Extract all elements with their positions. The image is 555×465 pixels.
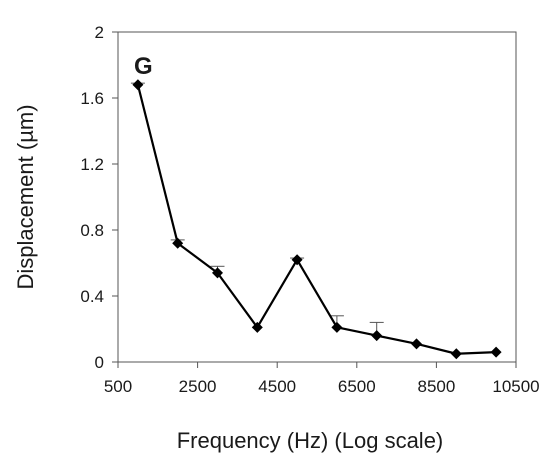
x-tick-label: 4500 [258,377,296,396]
x-tick-label: 8500 [417,377,455,396]
y-tick-label: 0.8 [80,221,104,240]
data-point [132,79,144,91]
y-tick-label: 0.4 [80,287,104,306]
data-point [331,321,343,333]
series-line [136,84,497,355]
data-point [371,330,383,342]
y-axis-title: Displacement (µm) [13,104,38,289]
data-series [132,79,502,360]
x-tick-label: 2500 [179,377,217,396]
y-axis-ticks: 0 0.4 0.8 1.2 1.6 2 [80,23,118,372]
plot-area [117,31,517,363]
x-tick-label: 10500 [492,377,539,396]
data-point [212,267,223,279]
data-point [172,237,184,249]
panel-label: G [134,53,153,80]
x-tick-label: 6500 [338,377,376,396]
y-tick-label: 1.6 [80,89,104,108]
data-point [251,321,263,333]
data-point [490,346,502,358]
x-axis-title: Frequency (Hz) (Log scale) [177,428,444,453]
y-tick-label: 2 [95,23,104,42]
x-axis-ticks: 500 2500 4500 6500 8500 10500 [104,362,540,396]
x-tick-label: 500 [104,377,132,396]
y-tick-label: 1.2 [80,155,104,174]
data-point [291,254,303,266]
data-point [411,338,422,350]
y-tick-label: 0 [95,353,104,372]
plot-frame [117,31,517,363]
data-point [450,348,462,360]
